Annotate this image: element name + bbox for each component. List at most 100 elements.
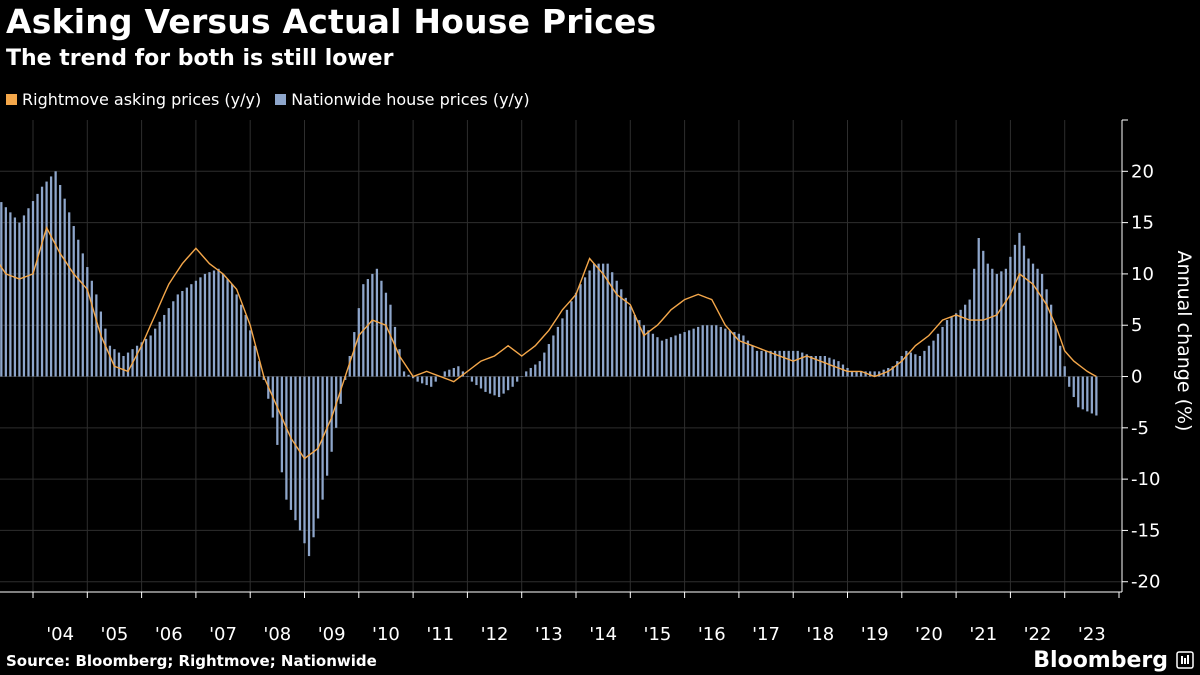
x-tick-label: '08 [263,624,291,645]
bar-nationwide [208,272,211,377]
bar-nationwide [1045,289,1048,377]
bar-nationwide [276,376,279,445]
bar-nationwide [1004,268,1008,377]
bar-nationwide [253,345,256,377]
bar-nationwide [126,352,130,377]
bar-nationwide [525,371,528,377]
bar-nationwide [995,273,998,377]
bar-nationwide [190,284,193,377]
y-tick-label: -5 [1131,418,1149,439]
legend-swatch-nationwide [275,94,287,105]
y-tick-label: 15 [1131,213,1154,234]
bar-nationwide [764,350,768,377]
bar-nationwide [49,176,53,377]
bar-nationwide [298,376,302,531]
bar-nationwide [31,201,35,377]
bar-nationwide [529,367,532,377]
bar-nationwide [86,267,89,377]
bar-nationwide [516,376,519,382]
bar-nationwide [1059,345,1062,377]
bar-nationwide [945,320,949,377]
bar-nationwide [122,356,125,377]
bar-nationwide [805,354,808,377]
bar-nationwide [964,304,967,377]
bar-nationwide [235,294,238,377]
bar-nationwide [221,273,225,377]
bar-nationwide [846,367,849,377]
bar-nationwide [285,376,288,500]
bar-nationwide [475,376,478,386]
bar-nationwide [620,289,623,377]
bar-nationwide [647,330,650,377]
bar-nationwide [642,325,646,377]
bar-nationwide [615,280,618,377]
bar-nationwide [638,320,641,377]
bar-nationwide [99,311,103,377]
bar-nationwide [280,376,284,473]
bar-nationwide [850,371,854,377]
bar-nationwide [697,326,700,377]
bar-nationwide [203,273,207,377]
bar-nationwide [859,371,863,377]
bar-nationwide [68,212,71,377]
bar-nationwide [1031,263,1035,377]
bar-nationwide [941,326,944,377]
bar-nationwide [434,376,437,382]
bar-nationwide [40,186,44,377]
bar-nationwide [868,371,872,377]
bar-nationwide [977,238,980,377]
bar-nationwide [176,294,179,377]
bar-nationwide [710,325,713,377]
bar-nationwide [669,337,673,377]
x-tick-label: '19 [861,624,889,645]
legend-swatch-rightmove [6,94,17,105]
bar-nationwide [511,376,514,387]
bar-nationwide [837,361,840,377]
y-tick-label: 10 [1131,264,1154,285]
bar-nationwide [27,208,30,377]
x-tick-label: '14 [589,624,617,645]
bar-nationwide [982,250,985,377]
bar-nationwide [407,374,410,377]
bar-nationwide [887,367,890,377]
bar-nationwide [633,314,636,377]
bar-nationwide [384,292,388,377]
bar-nationwide [72,226,75,377]
bar-nationwide [896,361,899,377]
bar-nationwide [9,212,12,377]
bar-nationwide [144,338,148,377]
bar-nationwide [303,376,306,544]
bar-nationwide [181,291,184,377]
bar-nationwide [624,297,627,377]
bar-nationwide [217,268,220,377]
bar-nationwide [393,326,397,377]
bar-nationwide [855,371,858,377]
bar-nationwide [986,263,989,377]
bar-nationwide [1054,325,1057,377]
x-tick-label: '11 [426,624,454,645]
bar-nationwide [547,344,550,377]
bar-nationwide [923,350,926,377]
bar-nationwide [583,277,587,377]
bar-nationwide [113,349,116,377]
bar-nationwide [54,171,57,377]
bar-nationwide [1077,376,1080,408]
bar-nationwide [597,263,600,377]
bar-nationwide [135,345,139,377]
legend: Rightmove asking prices (y/y) Nationwide… [6,90,530,109]
bar-nationwide [244,314,247,377]
bar-nationwide [588,270,591,377]
bar-nationwide [651,333,655,377]
bar-nationwide [430,376,433,387]
bar-nationwide [606,263,609,377]
bar-nationwide [918,356,922,377]
bar-nationwide [1086,376,1089,412]
x-tick-label: '15 [644,624,672,645]
bar-nationwide [1090,376,1093,414]
bar-nationwide [665,338,668,377]
y-tick-label: -20 [1131,572,1160,593]
x-tick-label: '23 [1078,624,1106,645]
bar-nationwide [1000,271,1003,377]
bar-nationwide [375,268,379,377]
bar-nationwide [570,301,573,377]
